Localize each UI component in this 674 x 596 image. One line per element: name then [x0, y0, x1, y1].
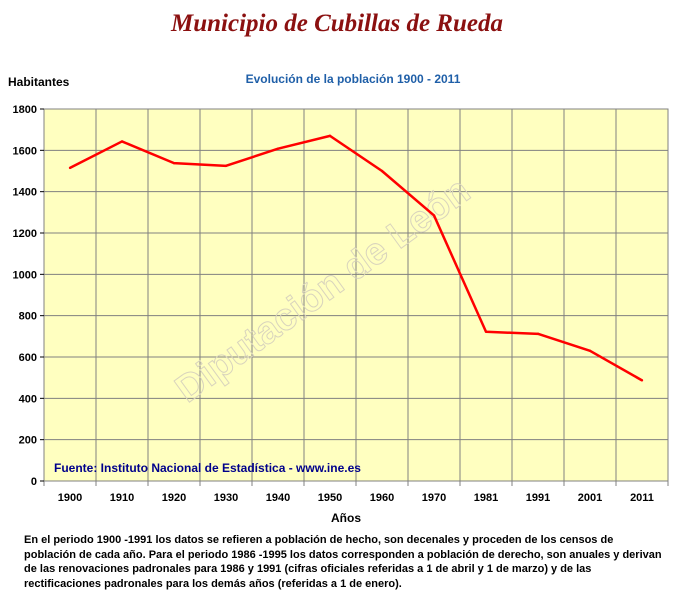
x-tick-label: 2001 — [578, 492, 602, 504]
data-point — [588, 349, 592, 352]
y-axis-label: Habitantes — [8, 75, 70, 89]
gridlines — [43, 108, 669, 486]
x-tick-label: 1930 — [214, 492, 238, 504]
data-point — [224, 164, 228, 168]
x-tick-label: 1970 — [422, 492, 446, 504]
y-tick-label: 1600 — [13, 145, 37, 157]
y-tick-label: 1400 — [13, 187, 37, 199]
footnote: En el periodo 1900 -1991 los datos se re… — [24, 534, 662, 590]
series-layer — [68, 134, 644, 382]
y-tick-label: 1800 — [13, 104, 37, 116]
data-point — [536, 332, 540, 336]
x-tick-label: 1920 — [162, 492, 186, 504]
data-point — [120, 140, 124, 143]
y-tick-label: 800 — [19, 311, 37, 323]
page-title: Municipio de Cubillas de Rueda — [171, 10, 503, 37]
y-tick-label: 0 — [31, 476, 37, 488]
x-axis-label: Años — [331, 511, 361, 525]
x-tick-label: 1950 — [318, 492, 342, 504]
y-tick-label: 1000 — [13, 269, 37, 281]
chart-title: Evolución de la población 1900 - 2011 — [246, 72, 461, 86]
x-tick-label: 1910 — [110, 492, 134, 504]
x-tick-label: 1960 — [370, 492, 394, 504]
y-tick-label: 1200 — [13, 228, 37, 240]
data-point — [328, 134, 332, 138]
data-point — [380, 169, 384, 173]
data-point — [276, 147, 280, 150]
y-tick-label: 200 — [19, 435, 37, 447]
data-point — [432, 214, 436, 217]
x-tick-label: 1991 — [526, 492, 550, 504]
data-point — [484, 330, 488, 333]
x-tick-label: 1981 — [474, 492, 498, 504]
x-tick-label: 1940 — [266, 492, 290, 504]
data-point — [172, 161, 176, 165]
data-point — [640, 379, 644, 382]
x-axis-ticks: 1900 1910 1920 1930 1940 1950 1960 1970 1981 1991… — [58, 492, 654, 504]
data-point — [68, 166, 72, 170]
population-line — [69, 134, 643, 382]
y-tick-label: 600 — [19, 352, 37, 364]
y-tick-label: 400 — [19, 393, 37, 405]
x-tick-label: 1900 — [58, 492, 82, 504]
x-tick-label: 2011 — [630, 492, 654, 504]
y-axis-ticks: 0 200 400 600 800 1000 1200 1400 1600 1800 — [13, 104, 44, 488]
source-note: Fuente: Instituto Nacional de Estadístic… — [54, 461, 361, 475]
